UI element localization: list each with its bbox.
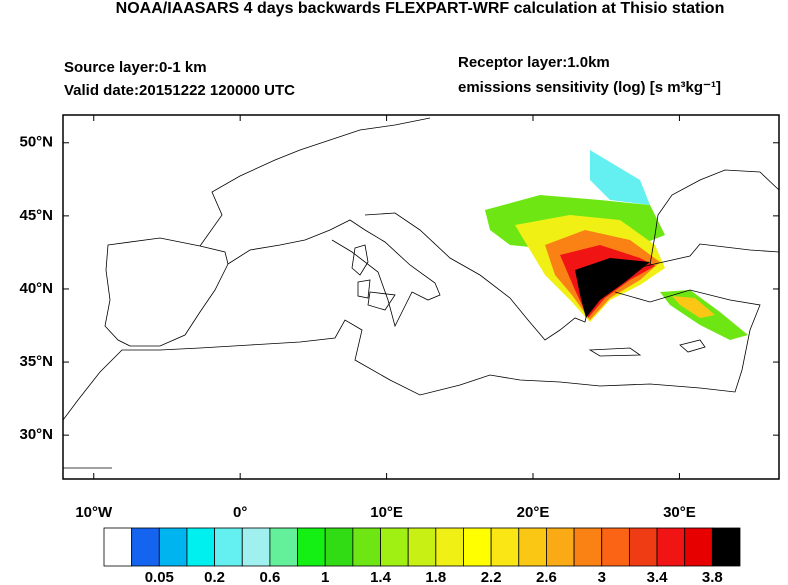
source-layer: Source layer:0-1 km [64, 59, 207, 76]
title: NOAA/IAASARS 4 days backwards FLEXPART-W… [116, 0, 725, 17]
colorbar-label: 2.6 [536, 569, 557, 585]
colorbar-label: 1.4 [370, 569, 392, 585]
plume [590, 150, 650, 205]
colorbar-box [269, 527, 298, 567]
colorbar-box [241, 527, 271, 567]
colorbar-box [214, 527, 243, 567]
colorbar-label: 0.05 [145, 569, 174, 585]
colorbar-box [628, 527, 658, 567]
colorbar-box [158, 527, 188, 567]
map-frame [62, 114, 780, 480]
colorbar-box [435, 527, 464, 567]
y-tick-label: 45°N [19, 207, 53, 224]
colorbar-box [407, 527, 437, 567]
colorbar-label: 0.6 [259, 569, 280, 585]
y-tick-label: 50°N [19, 134, 53, 151]
plume [575, 258, 650, 318]
colorbar-label: 0.2 [204, 569, 225, 585]
receptor-layer: Receptor layer:1.0km [458, 54, 610, 71]
colorbar-box [601, 527, 630, 567]
colorbar-label: 1 [321, 569, 329, 585]
colorbar-box [518, 527, 547, 567]
colorbar-box [380, 527, 409, 567]
plume [672, 296, 715, 318]
colorbar-box [324, 527, 354, 567]
colorbar-box [186, 527, 216, 567]
colorbar-box [131, 527, 160, 567]
colorbar-label: 3.4 [647, 569, 669, 585]
colorbar-label: 3 [598, 569, 606, 585]
colorbar-box [684, 527, 713, 567]
x-tick-label: 10°W [75, 504, 113, 521]
y-tick-label: 35°N [19, 353, 53, 370]
x-tick-label: 10°E [370, 504, 403, 521]
colorbar-label: 2.2 [481, 569, 502, 585]
colorbar-box [352, 527, 381, 567]
valid-date: Valid date:20151222 120000 UTC [64, 82, 295, 99]
x-tick-label: 30°E [663, 504, 696, 521]
y-tick-label: 40°N [19, 280, 53, 297]
colorbar-box [656, 527, 686, 567]
colorbar-box [490, 527, 520, 567]
colorbar-box [463, 527, 492, 567]
colorbar-label: 3.8 [702, 569, 723, 585]
colorbar-box [103, 527, 133, 567]
colorbar-box [711, 527, 741, 567]
coastlines [63, 117, 779, 469]
units-label: emissions sensitivity (log) [s m³kg⁻¹] [458, 79, 721, 96]
colorbar-label: 1.8 [425, 569, 446, 585]
x-tick-label: 0° [233, 504, 247, 521]
colorbar-box [573, 527, 603, 567]
y-tick-label: 30°N [19, 426, 53, 443]
colorbar-box [546, 527, 575, 567]
map [62, 114, 780, 480]
x-tick-label: 20°E [517, 504, 550, 521]
colorbar-box [297, 527, 326, 567]
